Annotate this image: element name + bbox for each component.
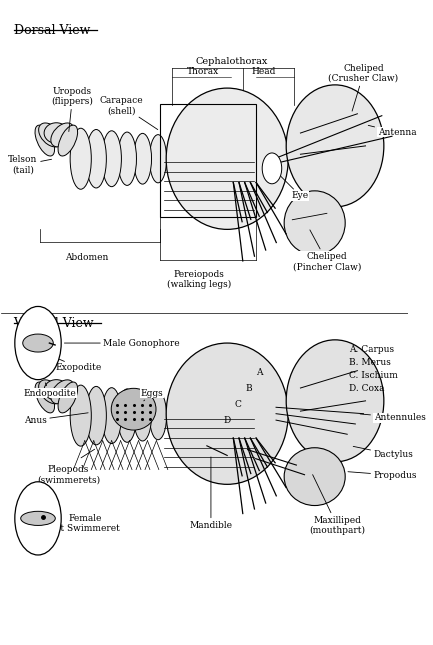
Text: C: C — [234, 401, 241, 410]
Text: Carapace
(shell): Carapace (shell) — [100, 95, 158, 130]
Ellipse shape — [70, 385, 91, 446]
Ellipse shape — [134, 134, 152, 184]
Ellipse shape — [39, 380, 62, 404]
Text: Cephalothorax: Cephalothorax — [195, 57, 268, 66]
Ellipse shape — [284, 448, 345, 506]
Ellipse shape — [102, 131, 121, 186]
Ellipse shape — [149, 392, 167, 440]
Ellipse shape — [284, 191, 345, 255]
Circle shape — [15, 306, 61, 380]
Text: Maxilliped
(mouthpart): Maxilliped (mouthpart) — [309, 475, 365, 535]
Ellipse shape — [70, 128, 91, 189]
Text: Uropods
(flippers): Uropods (flippers) — [52, 86, 94, 132]
Text: Abdomen: Abdomen — [65, 253, 109, 262]
Text: B: B — [246, 384, 252, 393]
Text: Antennules: Antennules — [360, 413, 426, 422]
Ellipse shape — [86, 130, 107, 188]
Text: Anus: Anus — [24, 413, 88, 424]
Text: D: D — [223, 416, 230, 425]
Ellipse shape — [166, 343, 288, 484]
Ellipse shape — [44, 123, 68, 143]
Text: Cheliped
(Crusher Claw): Cheliped (Crusher Claw) — [329, 64, 398, 111]
Text: B. Merus: B. Merus — [349, 358, 391, 367]
Text: Pereiopods
(walking legs): Pereiopods (walking legs) — [167, 270, 231, 290]
Ellipse shape — [51, 123, 74, 147]
Text: D. Coxa: D. Coxa — [349, 384, 385, 393]
Ellipse shape — [23, 334, 53, 352]
Ellipse shape — [134, 390, 152, 441]
Text: Eggs: Eggs — [141, 389, 163, 401]
Text: Dorsal View: Dorsal View — [13, 24, 90, 37]
Text: Female
1st Swimmeret: Female 1st Swimmeret — [50, 514, 120, 533]
Text: Dactylus: Dactylus — [353, 446, 414, 459]
Ellipse shape — [166, 88, 288, 230]
Ellipse shape — [58, 125, 78, 156]
Text: Mandible: Mandible — [189, 457, 233, 530]
Text: Exopodite: Exopodite — [48, 354, 102, 372]
Ellipse shape — [111, 388, 156, 430]
Bar — [160, 104, 255, 217]
Circle shape — [15, 482, 61, 555]
Ellipse shape — [51, 380, 74, 404]
Text: Telson
(tail): Telson (tail) — [8, 155, 38, 175]
Text: Thorax: Thorax — [187, 67, 219, 76]
Text: Male Gonophore: Male Gonophore — [65, 339, 180, 348]
Ellipse shape — [118, 389, 136, 442]
Ellipse shape — [149, 135, 167, 183]
Text: Endopodite: Endopodite — [24, 383, 77, 398]
Text: Cheliped
(Pincher Claw): Cheliped (Pincher Claw) — [293, 230, 361, 271]
Ellipse shape — [21, 511, 55, 526]
Ellipse shape — [35, 125, 55, 156]
Text: A: A — [256, 368, 263, 377]
Ellipse shape — [286, 340, 384, 462]
Text: Pleopods
(swimmerets): Pleopods (swimmerets) — [37, 465, 100, 484]
Text: Propodus: Propodus — [348, 471, 417, 480]
Text: Eye: Eye — [277, 172, 309, 201]
Ellipse shape — [118, 132, 136, 185]
Ellipse shape — [102, 388, 121, 444]
Ellipse shape — [86, 386, 107, 445]
Text: C. Ischium: C. Ischium — [349, 371, 398, 380]
Circle shape — [262, 153, 282, 184]
Ellipse shape — [44, 380, 68, 400]
Ellipse shape — [58, 382, 78, 413]
Text: Head: Head — [252, 67, 276, 76]
Text: Antenna: Antenna — [368, 125, 417, 137]
Ellipse shape — [39, 123, 62, 147]
Ellipse shape — [286, 85, 384, 207]
Ellipse shape — [35, 382, 55, 413]
Text: Ventral View: Ventral View — [13, 317, 94, 330]
Text: A. Carpus: A. Carpus — [349, 345, 394, 354]
